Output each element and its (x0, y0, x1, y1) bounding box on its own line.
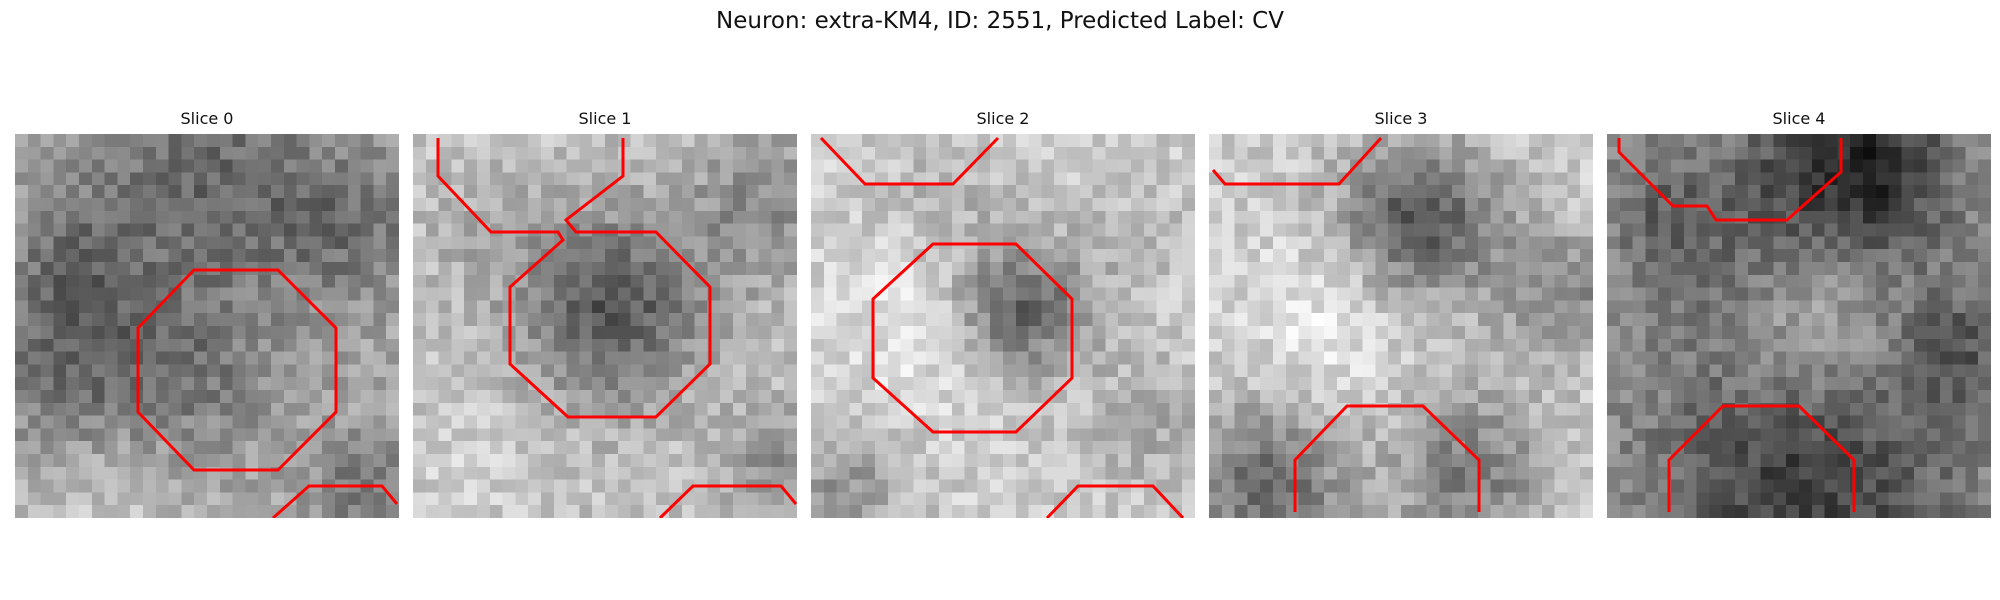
slice-image (413, 134, 797, 518)
slice-title: Slice 1 (578, 109, 632, 128)
slice-title: Slice 2 (976, 109, 1030, 128)
contour-line (436, 138, 712, 419)
contour-line (1667, 404, 1856, 512)
contour-line (1045, 484, 1185, 518)
slice-image (811, 134, 1195, 518)
slice-panel-2: Slice 2 (811, 108, 1195, 518)
grayscale-image (413, 134, 797, 518)
contour-line (658, 484, 797, 518)
contour-line (1293, 404, 1481, 512)
contour-overlay (819, 136, 1185, 518)
contour-line (1617, 138, 1843, 222)
slice-panel-1: Slice 1 (413, 108, 797, 518)
slice-image (15, 134, 399, 518)
contour-overlay (136, 268, 399, 518)
figure-title: Neuron: extra-KM4, ID: 2551, Predicted L… (716, 8, 1284, 34)
contour-line (871, 242, 1074, 434)
contour-line (819, 136, 1000, 186)
grayscale-image (1607, 134, 1991, 518)
slice-panel-3: Slice 3 (1209, 108, 1593, 518)
contour-overlay (1211, 136, 1481, 512)
slice-image (1209, 134, 1593, 518)
contour-line (1211, 136, 1383, 186)
grayscale-image (811, 134, 1195, 518)
grayscale-image (1209, 134, 1593, 518)
contour-line (272, 484, 399, 518)
slice-panel-0: Slice 0 (15, 108, 399, 518)
contour-line (136, 268, 338, 472)
contour-overlay (436, 138, 797, 518)
slice-image (1607, 134, 1991, 518)
slice-panel-4: Slice 4 (1607, 108, 1991, 518)
contour-overlay (1617, 138, 1856, 512)
slice-title: Slice 4 (1772, 109, 1826, 128)
slice-title: Slice 3 (1374, 109, 1428, 128)
slice-title: Slice 0 (180, 109, 234, 128)
